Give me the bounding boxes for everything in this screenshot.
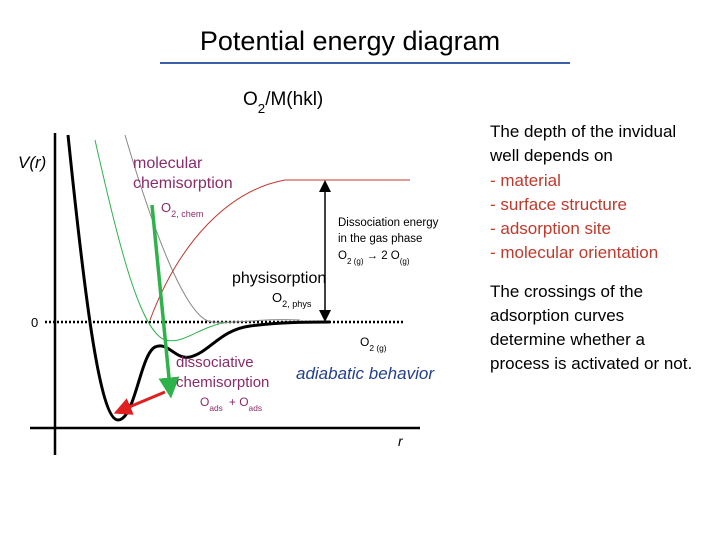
- molecular-chemisorption: molecular chemisorption: [133, 155, 233, 192]
- subscript: ads: [249, 403, 263, 413]
- note-line: process is activated or not.: [490, 354, 692, 373]
- adiabatic-curve: [66, 134, 331, 422]
- species: O: [200, 395, 209, 409]
- o2-gas: O2 (g): [360, 335, 387, 353]
- notes: The depth of the invidual well depends o…: [489, 122, 692, 373]
- note-line: adsorption curves: [490, 306, 624, 325]
- label-line: chemisorption: [176, 374, 269, 391]
- dissoc-arrow: [113, 390, 166, 415]
- o-ads: Oads + Oads: [200, 395, 262, 413]
- physisorption: physisorption: [232, 270, 326, 287]
- species: O: [243, 89, 258, 110]
- note-line: The crossings of the: [490, 282, 643, 301]
- note-line: The depth of the invidual: [490, 122, 676, 141]
- plus: + O: [229, 395, 249, 409]
- label-line: chemisorption: [133, 175, 233, 192]
- reaction-arrow: → 2 O: [367, 250, 400, 262]
- species: O: [360, 335, 369, 349]
- dissociation-label: Dissociation energy in the gas phase: [338, 217, 439, 245]
- gas-curve: [149, 179, 410, 321]
- note-factor: - molecular orientation: [490, 243, 658, 262]
- species: O: [161, 200, 171, 215]
- note-line: well depends on: [489, 146, 613, 165]
- dissociation-reaction: O2 (g) → 2 O(g): [338, 250, 410, 266]
- phys-curve: [124, 134, 301, 323]
- subscript: 2: [258, 101, 265, 116]
- chem-arrow: [150, 204, 180, 399]
- label-line: Dissociation energy: [338, 217, 439, 229]
- title: Potential energy diagram: [200, 26, 500, 56]
- label-line: molecular: [133, 155, 203, 172]
- o2-chem: O2, chem: [161, 200, 203, 219]
- y-axis-label: V(r): [18, 153, 46, 172]
- surface: /M(hkl): [265, 89, 323, 110]
- dissociative-chemisorption: dissociative chemisorption: [176, 354, 269, 391]
- subscript: 2, chem: [171, 209, 203, 219]
- label-line: in the gas phase: [338, 233, 422, 245]
- zero-label: 0: [31, 315, 38, 330]
- system-label: O2/M(hkl): [243, 89, 323, 116]
- note-factor: - surface structure: [490, 195, 627, 214]
- chem-curve: [94, 139, 231, 342]
- subscript: 2, phys: [282, 299, 312, 309]
- note-line: determine whether a: [490, 330, 646, 349]
- subscript: (g): [400, 257, 410, 266]
- label-line: dissociative: [176, 354, 254, 371]
- o2-phys: O2, phys: [272, 290, 312, 309]
- species: O: [338, 250, 347, 262]
- note-factor: - adsorption site: [490, 219, 611, 238]
- x-axis-label: r: [398, 433, 404, 449]
- adiabatic-label: adiabatic behavior: [296, 364, 435, 383]
- subscript: 2 (g): [369, 343, 386, 353]
- species: O: [272, 290, 282, 305]
- note-factor: - material: [490, 171, 561, 190]
- subscript: 2 (g): [347, 257, 364, 266]
- subscript: ads: [209, 403, 223, 413]
